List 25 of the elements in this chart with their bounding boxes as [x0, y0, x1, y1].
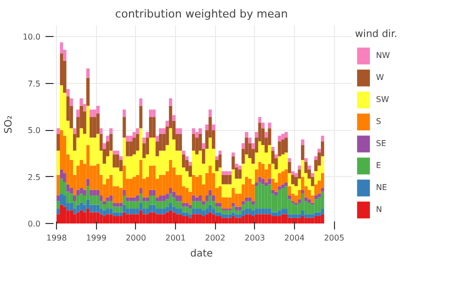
y-tick-label: 0.0 — [28, 220, 41, 228]
y-axis-title: SO₂ — [4, 115, 15, 134]
legend-label: E — [376, 161, 382, 170]
y-tick-label: 2.5 — [28, 172, 41, 182]
legend-label: S — [376, 117, 382, 126]
x-tick-label: 1998 — [46, 234, 67, 242]
chart-title: contribution weighted by mean — [115, 8, 288, 20]
x-tick-label: 2003 — [244, 234, 266, 242]
y-tick-label: 7.5 — [28, 79, 41, 88]
legend-label: SW — [376, 95, 390, 104]
legend-label: NE — [376, 183, 388, 192]
legend-label: N — [376, 205, 383, 214]
legend-label: W — [376, 73, 385, 82]
x-axis-title: date — [190, 248, 213, 260]
x-tick-label: 2005 — [324, 234, 344, 242]
x-tick-label: 2004 — [284, 234, 305, 242]
x-tick-label: 2002 — [205, 234, 226, 242]
legend-label: SE — [376, 139, 388, 148]
x-tick-label: 2001 — [165, 234, 186, 242]
legend-title: wind dir. — [355, 29, 398, 40]
legend-label: NW — [376, 51, 391, 60]
y-tick-label: 5.0 — [28, 126, 41, 136]
x-tick-label: 2000 — [126, 234, 146, 242]
x-tick-label: 1999 — [86, 234, 106, 242]
y-tick-label: 10.0 — [22, 32, 40, 42]
